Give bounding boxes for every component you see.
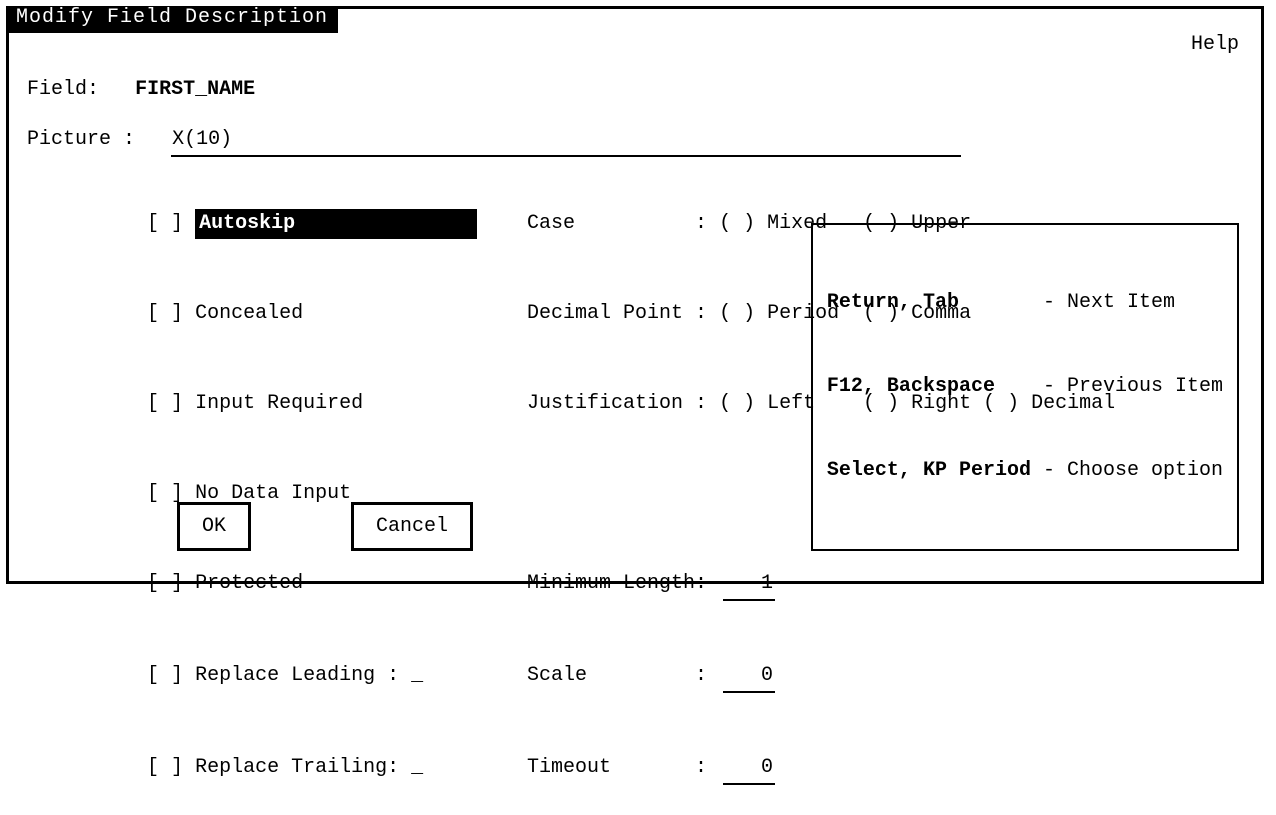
window-title: Modify Field Description bbox=[6, 6, 338, 33]
timeout-label: Timeout : bbox=[527, 756, 719, 779]
hint-key-3: Select, KP Period bbox=[827, 459, 1031, 482]
picture-value: X(10) bbox=[171, 125, 232, 155]
dialog-window: Modify Field Description Help Field: FIR… bbox=[6, 6, 1264, 584]
hint-key-2: F12, Backspace bbox=[827, 375, 1031, 398]
hint-key-1: Return, Tab bbox=[827, 291, 1031, 314]
picture-input[interactable]: X(10) bbox=[171, 125, 961, 157]
checkbox-protected[interactable]: [ ] bbox=[147, 572, 183, 595]
checkbox-replace-leading[interactable]: [ ] bbox=[147, 664, 183, 687]
replace-leading-label: Replace Leading : bbox=[195, 664, 411, 687]
picture-label: Picture : bbox=[27, 128, 135, 151]
minlen-input[interactable]: 1 bbox=[723, 569, 775, 601]
button-row: OK Cancel Return, Tab - Next Item F12, B… bbox=[27, 223, 1243, 551]
replace-trailing-label: Replace Trailing: bbox=[195, 756, 411, 779]
dialog-body: Field: FIRST_NAME Picture : X(10) [ ] Au… bbox=[27, 69, 1243, 571]
scale-input[interactable]: 0 bbox=[723, 661, 775, 693]
cancel-button[interactable]: Cancel bbox=[351, 502, 473, 551]
protected-label: Protected bbox=[195, 572, 303, 595]
ok-button[interactable]: OK bbox=[177, 502, 251, 551]
minlen-label: Minimum Length: bbox=[527, 572, 719, 595]
checkbox-replace-trailing[interactable]: [ ] bbox=[147, 756, 183, 779]
hint-box: Return, Tab - Next Item F12, Backspace -… bbox=[811, 223, 1239, 551]
scale-label: Scale : bbox=[527, 664, 719, 687]
picture-row: Picture : X(10) bbox=[27, 125, 1243, 157]
hint-desc-1: - Next Item bbox=[1031, 291, 1175, 314]
timeout-input[interactable]: 0 bbox=[723, 753, 775, 785]
field-row: Field: FIRST_NAME bbox=[27, 75, 1243, 105]
hint-desc-2: - Previous Item bbox=[1031, 375, 1223, 398]
hint-desc-3: - Choose option bbox=[1031, 459, 1223, 482]
field-label: Field: bbox=[27, 78, 99, 101]
field-name: FIRST_NAME bbox=[135, 78, 255, 101]
help-link[interactable]: Help bbox=[1191, 33, 1239, 56]
